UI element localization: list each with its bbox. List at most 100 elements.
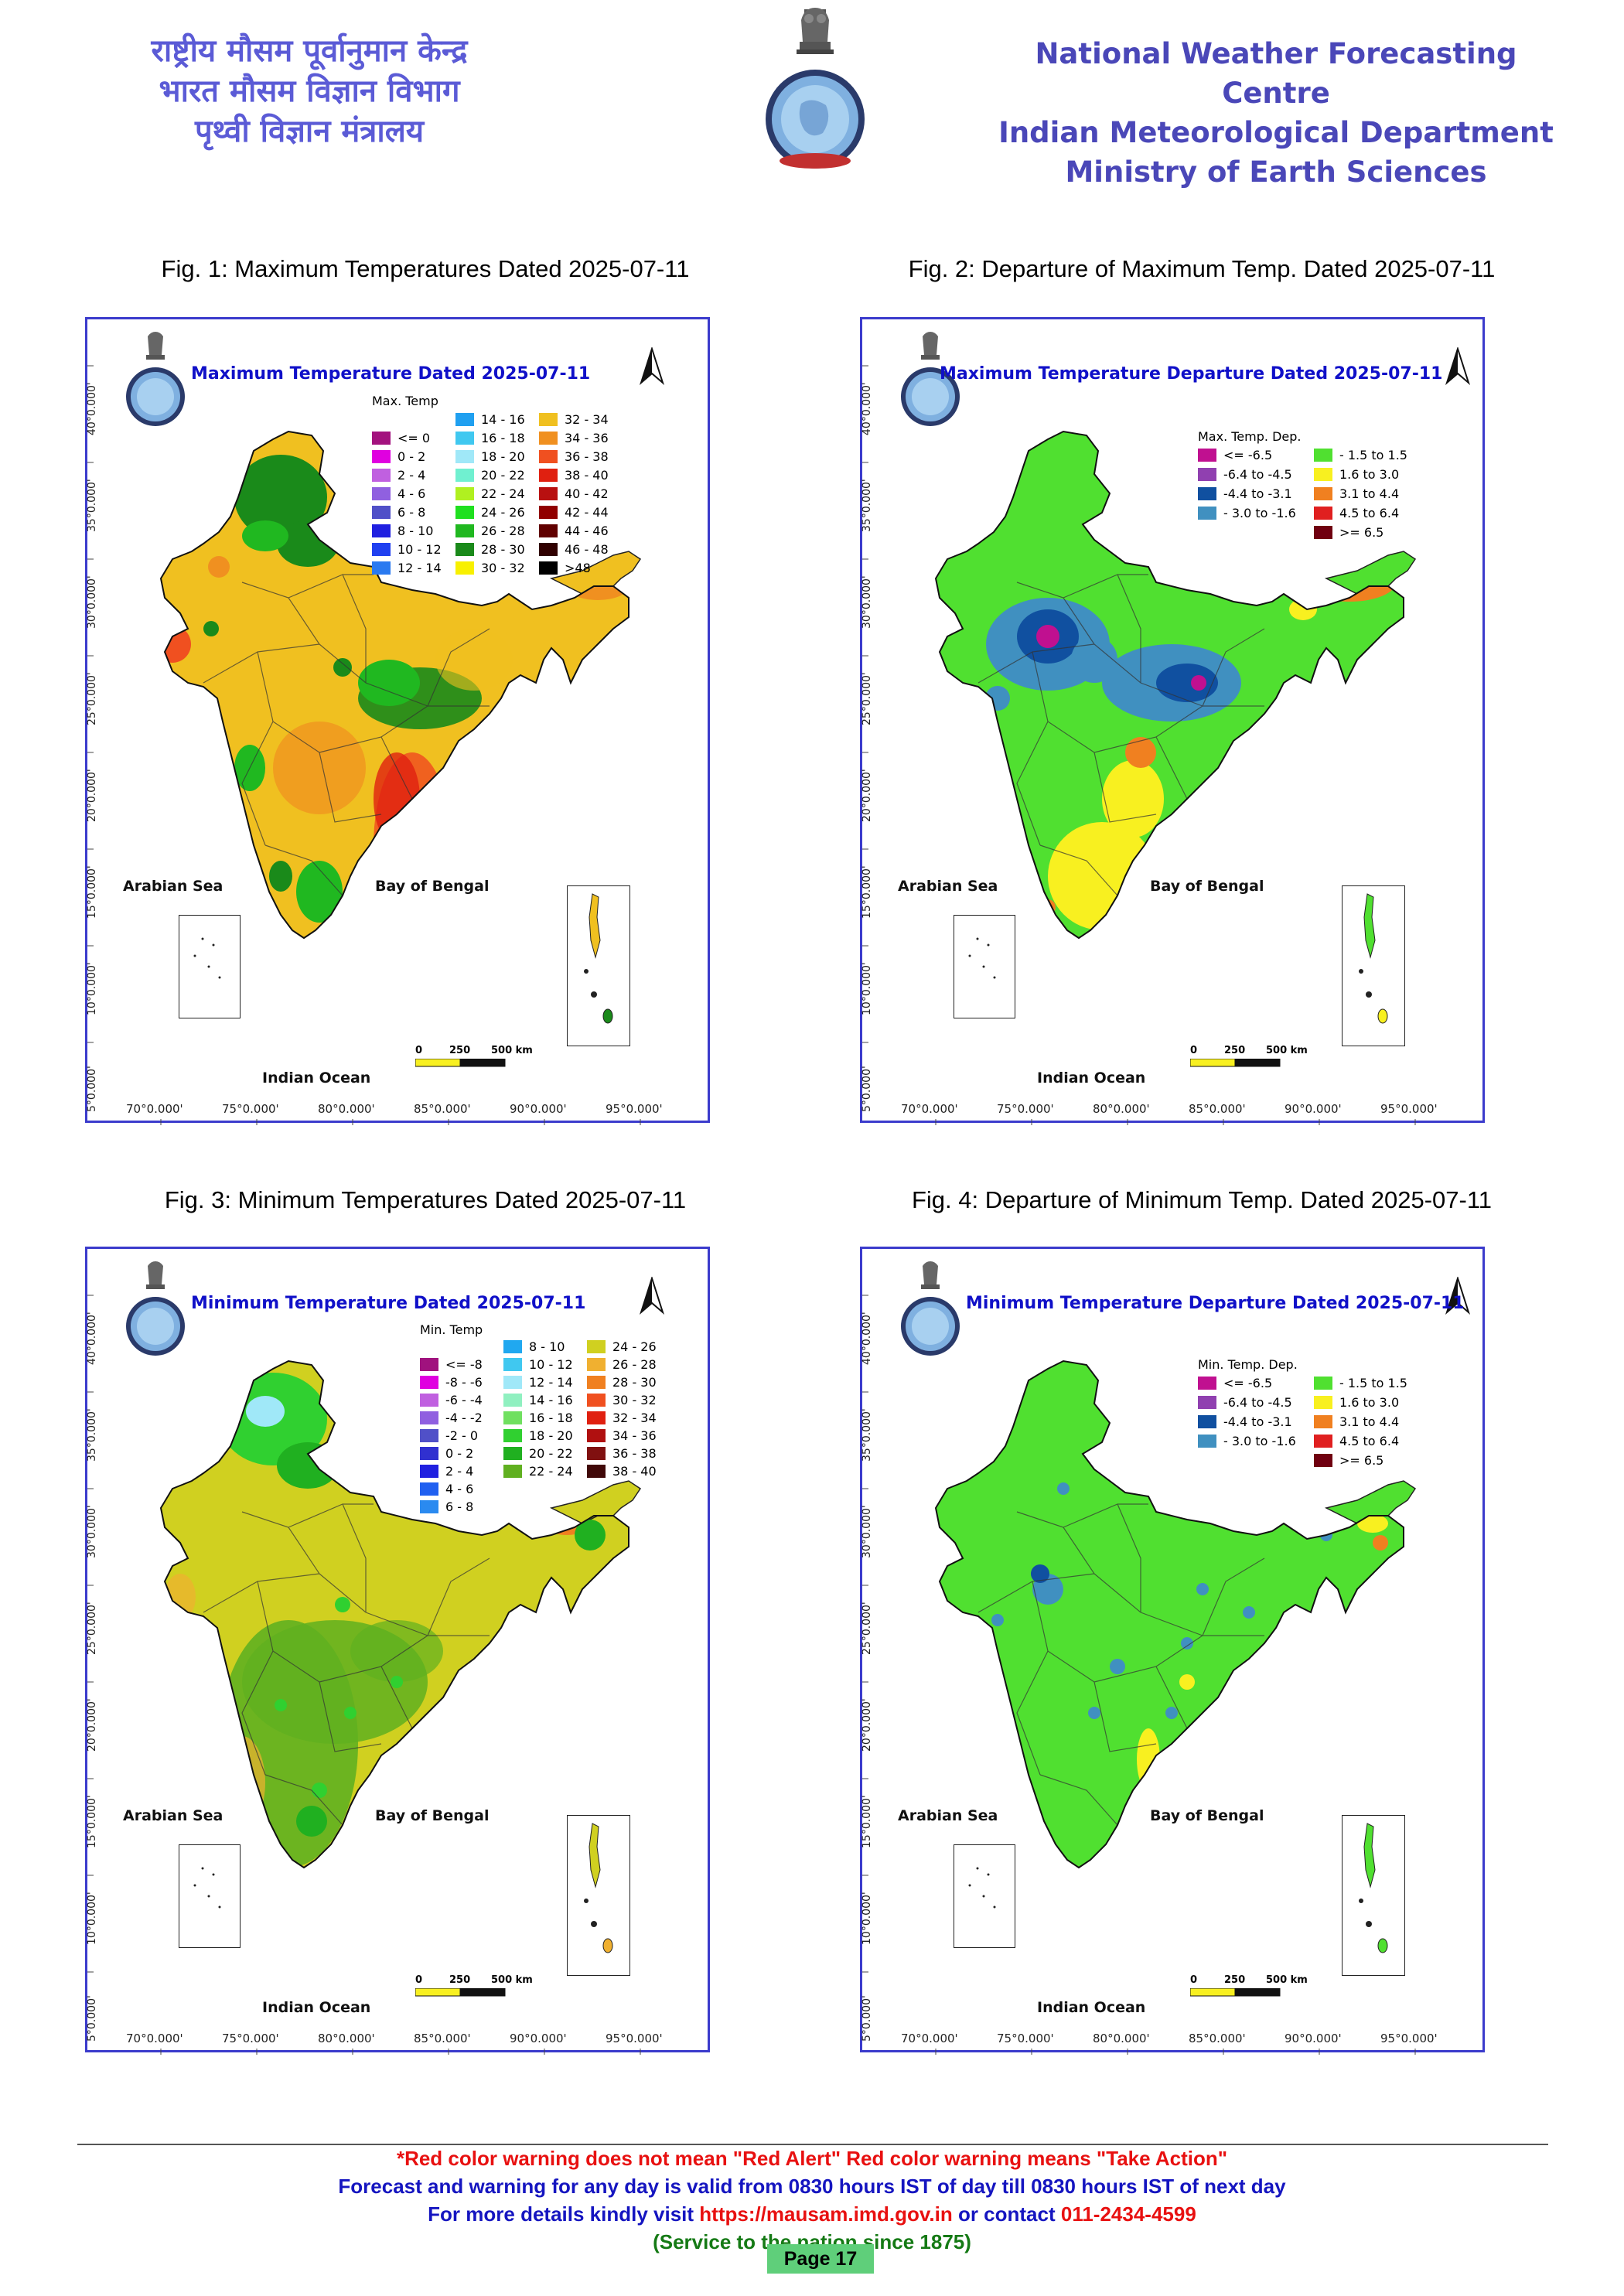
latitude-label: 15°0.000' bbox=[861, 1795, 873, 1848]
legend-item: 24 - 26 bbox=[455, 505, 525, 520]
scale-label: 0 bbox=[1190, 1974, 1198, 1986]
legend-swatch bbox=[539, 487, 558, 500]
arabian-sea-label: Arabian Sea bbox=[898, 878, 998, 895]
latitude-label: 35°0.000' bbox=[861, 479, 873, 532]
legend-label: 28 - 30 bbox=[612, 1375, 657, 1390]
legend-swatch bbox=[372, 561, 391, 575]
legend-label: - 3.0 to -1.6 bbox=[1223, 506, 1296, 520]
andaman-nicobar-inset bbox=[1342, 885, 1405, 1046]
legend-item: 22 - 24 bbox=[455, 486, 525, 501]
india-landmass bbox=[936, 1361, 1404, 1868]
legend-label: 24 - 26 bbox=[481, 505, 525, 520]
footer-website-link[interactable]: https://mausam.imd.gov.in bbox=[699, 2202, 953, 2226]
north-arrow-icon bbox=[1444, 347, 1472, 386]
legend-item: - 1.5 to 1.5 bbox=[1314, 448, 1407, 462]
legend-swatch bbox=[587, 1394, 606, 1407]
legend-item: -6.4 to -4.5 bbox=[1198, 467, 1292, 482]
legend-swatch bbox=[372, 506, 391, 519]
scale-label: 0 bbox=[415, 1974, 423, 1986]
legend-swatch bbox=[587, 1376, 606, 1389]
legend-label: <= 0 bbox=[397, 431, 431, 445]
legend-item: 3.1 to 4.4 bbox=[1314, 1414, 1399, 1429]
legend-swatch bbox=[372, 469, 391, 482]
latitude-label: 25°0.000' bbox=[86, 1602, 98, 1655]
legend-label: 38 - 40 bbox=[612, 1464, 657, 1479]
lakshadweep-inset bbox=[954, 1844, 1015, 1948]
legend-item: 26 - 28 bbox=[455, 524, 525, 538]
legend-swatch bbox=[1198, 1396, 1216, 1409]
legend-item: 26 - 28 bbox=[587, 1357, 657, 1372]
scale-label: 250 bbox=[1224, 1045, 1246, 1056]
legend-swatch bbox=[372, 450, 391, 463]
legend-label: 14 - 16 bbox=[529, 1393, 573, 1407]
latitude-label: 15°0.000' bbox=[861, 865, 873, 919]
legend-item: 6 - 8 bbox=[372, 505, 425, 520]
imd-emblem-icon bbox=[125, 1261, 186, 1362]
state-boundaries bbox=[977, 1503, 1265, 1826]
legend-label: 6 - 8 bbox=[397, 505, 426, 520]
arabian-sea-label: Arabian Sea bbox=[123, 878, 223, 895]
legend-swatch bbox=[587, 1340, 606, 1353]
indian-ocean-label: Indian Ocean bbox=[1037, 1999, 1146, 2016]
legend-swatch bbox=[503, 1358, 522, 1371]
legend-swatch bbox=[539, 506, 558, 519]
legend-swatch bbox=[455, 450, 474, 463]
indian-ocean-label: Indian Ocean bbox=[262, 1999, 371, 2016]
legend-item: 0 - 2 bbox=[372, 449, 425, 464]
legend-swatch bbox=[420, 1394, 438, 1407]
latitude-label: 30°0.000' bbox=[86, 575, 98, 629]
longitude-label: 80°0.000' bbox=[318, 1102, 375, 1116]
lakshadweep-inset bbox=[179, 915, 241, 1018]
legend-label: 20 - 22 bbox=[481, 468, 525, 483]
legend-label: -6.4 to -4.5 bbox=[1223, 1395, 1292, 1410]
legend-swatch bbox=[587, 1465, 606, 1478]
map-title: Minimum Temperature Dated 2025-07-11 bbox=[191, 1294, 586, 1313]
english-line-3: Ministry of Earth Sciences bbox=[1065, 155, 1487, 189]
longitude-label: 95°0.000' bbox=[1380, 2032, 1438, 2045]
bay-of-bengal-label: Bay of Bengal bbox=[1150, 1807, 1264, 1824]
lakshadweep-inset bbox=[954, 915, 1015, 1018]
state-boundaries bbox=[203, 574, 490, 896]
legend-label: 4.5 to 6.4 bbox=[1339, 1434, 1400, 1448]
legend-item: 20 - 22 bbox=[503, 1446, 573, 1461]
legend-label: >48 bbox=[565, 561, 591, 575]
legend-swatch bbox=[503, 1340, 522, 1353]
legend-swatch bbox=[455, 469, 474, 482]
longitude-label: 80°0.000' bbox=[1093, 1102, 1150, 1116]
legend-label: 30 - 32 bbox=[481, 561, 525, 575]
legend-label: 30 - 32 bbox=[612, 1393, 657, 1407]
map-title: Maximum Temperature Departure Dated 2025… bbox=[940, 364, 1443, 384]
legend-swatch bbox=[1198, 1377, 1216, 1390]
latitude-label: 20°0.000' bbox=[861, 769, 873, 822]
header-hindi: राष्ट्रीय मौसम पूर्वानुमान केन्द्र भारत … bbox=[93, 31, 526, 152]
legend-swatch bbox=[1314, 468, 1332, 481]
latitude-label: 10°0.000' bbox=[86, 962, 98, 1015]
legend-label: -8 - -6 bbox=[445, 1375, 483, 1390]
andaman-nicobar-inset bbox=[1342, 1815, 1405, 1976]
figure-caption-1: Fig. 1: Maximum Temperatures Dated 2025-… bbox=[161, 255, 690, 282]
legend-item: 38 - 40 bbox=[539, 468, 609, 483]
legend-item: -4 - -2 bbox=[420, 1411, 483, 1425]
legend-item: 4 - 6 bbox=[420, 1482, 473, 1496]
legend-swatch bbox=[372, 524, 391, 537]
legend-swatch bbox=[1198, 1415, 1216, 1428]
legend-swatch bbox=[503, 1447, 522, 1460]
legend-swatch bbox=[420, 1429, 438, 1442]
north-arrow-icon bbox=[638, 1277, 666, 1315]
legend-item: >= 6.5 bbox=[1314, 1453, 1383, 1468]
legend-item: -2 - 0 bbox=[420, 1428, 478, 1443]
legend-swatch bbox=[587, 1358, 606, 1371]
latitude-label: 25°0.000' bbox=[861, 1602, 873, 1655]
legend-item: - 3.0 to -1.6 bbox=[1198, 506, 1296, 520]
bay-of-bengal-label: Bay of Bengal bbox=[375, 878, 490, 895]
legend-swatch bbox=[503, 1411, 522, 1424]
legend-label: 38 - 40 bbox=[565, 468, 609, 483]
map-canvas bbox=[862, 1295, 1417, 2055]
legend-label: 24 - 26 bbox=[612, 1339, 657, 1354]
legend-swatch bbox=[1198, 507, 1216, 520]
legend-label: 42 - 44 bbox=[565, 505, 609, 520]
latitude-label: 5°0.000' bbox=[861, 1995, 873, 2042]
map-canvas bbox=[862, 365, 1417, 1125]
legend-item: 16 - 18 bbox=[503, 1411, 573, 1425]
map-panel-min-temp: Minimum Temperature Dated 2025-07-11 40°0… bbox=[85, 1247, 710, 2055]
